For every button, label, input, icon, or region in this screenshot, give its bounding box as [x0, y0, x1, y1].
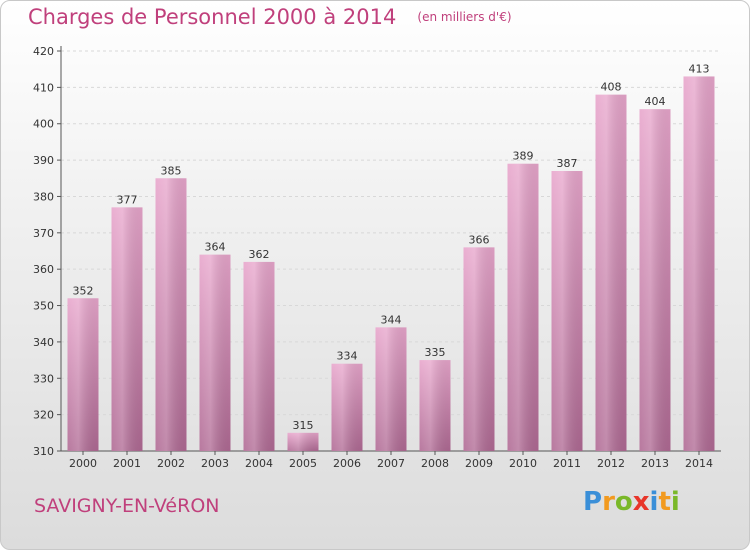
- bar-shine: [595, 94, 627, 452]
- title-unit: (en milliers d'€): [417, 10, 512, 24]
- title-main: Charges de Personnel 2000 à 2014: [28, 5, 397, 29]
- data-label: 408: [601, 81, 622, 94]
- bar-shine: [199, 254, 231, 451]
- logo-letter: t: [658, 487, 671, 517]
- x-tick-label: 2006: [333, 457, 361, 470]
- bar-shine: [331, 363, 363, 451]
- y-tick-label: 350: [33, 300, 54, 313]
- data-label: 413: [689, 62, 710, 75]
- bar-shine: [419, 360, 451, 451]
- logo-letter: i: [670, 487, 680, 517]
- data-label: 334: [337, 350, 358, 363]
- data-label: 385: [161, 164, 182, 177]
- logo-letter: o: [614, 487, 633, 517]
- x-tick-label: 2007: [377, 457, 405, 470]
- x-tick-label: 2010: [509, 457, 537, 470]
- x-tick-label: 2008: [421, 457, 449, 470]
- x-tick-label: 2003: [201, 457, 229, 470]
- data-label: 315: [293, 419, 314, 432]
- data-label: 387: [557, 157, 578, 170]
- bar-shine: [463, 247, 495, 451]
- x-tick-label: 2005: [289, 457, 317, 470]
- data-label: 377: [117, 193, 138, 206]
- x-tick-label: 2001: [113, 457, 141, 470]
- x-tick-label: 2002: [157, 457, 185, 470]
- bar-shine: [67, 298, 99, 451]
- y-tick-label: 320: [33, 409, 54, 422]
- data-label: 364: [205, 241, 226, 254]
- x-tick-label: 2013: [641, 457, 669, 470]
- x-tick-label: 2009: [465, 457, 493, 470]
- y-tick-label: 380: [33, 190, 54, 203]
- y-tick-label: 370: [33, 227, 54, 240]
- y-tick-label: 330: [33, 372, 54, 385]
- x-tick-label: 2000: [69, 457, 97, 470]
- y-tick-label: 410: [33, 81, 54, 94]
- proxiti-logo: Proxiti: [583, 487, 680, 517]
- bar-shine: [375, 327, 407, 451]
- x-tick-label: 2012: [597, 457, 625, 470]
- y-tick-label: 420: [33, 45, 54, 58]
- data-label: 352: [73, 284, 94, 297]
- data-label: 362: [249, 248, 270, 261]
- logo-letter: i: [649, 487, 659, 517]
- data-label: 366: [469, 233, 490, 246]
- bar-shine: [639, 109, 671, 451]
- data-label: 344: [381, 313, 402, 326]
- chart-title: Charges de Personnel 2000 à 2014 (en mil…: [28, 5, 512, 29]
- data-label: 404: [645, 95, 666, 108]
- y-tick-label: 360: [33, 263, 54, 276]
- bar-shine: [155, 178, 187, 452]
- logo-letter: P: [583, 487, 603, 517]
- x-tick-label: 2004: [245, 457, 273, 470]
- y-tick-label: 310: [33, 445, 54, 458]
- x-tick-label: 2011: [553, 457, 581, 470]
- bar-shine: [287, 432, 319, 451]
- y-tick-label: 340: [33, 336, 54, 349]
- bar-shine: [683, 76, 715, 452]
- data-label: 335: [425, 346, 446, 359]
- data-label: 389: [513, 150, 534, 163]
- y-tick-label: 400: [33, 118, 54, 131]
- x-tick-label: 2014: [685, 457, 713, 470]
- bar-shine: [507, 163, 539, 451]
- bar-shine: [243, 261, 275, 451]
- town-name: SAVIGNY-EN-VéRON: [34, 495, 220, 517]
- logo-letter: x: [632, 487, 650, 517]
- logo-letter: r: [602, 487, 615, 517]
- bar-shine: [551, 171, 583, 451]
- y-tick-label: 390: [33, 154, 54, 167]
- bar-shine: [111, 207, 143, 451]
